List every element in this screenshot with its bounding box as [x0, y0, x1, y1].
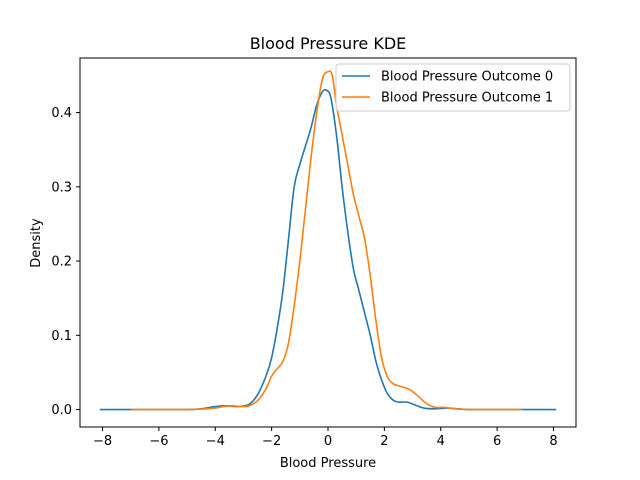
x-tick-label: −6 [149, 434, 168, 449]
legend-label-outcome-0: Blood Pressure Outcome 0 [381, 70, 553, 85]
series-layer [99, 70, 557, 411]
x-tick-label: −4 [206, 434, 225, 449]
y-tick-label: 0.1 [51, 329, 72, 344]
y-axis-label: Density [29, 218, 44, 268]
y-tick-label: 0.2 [51, 255, 72, 270]
x-tick-label: 2 [380, 434, 388, 449]
y-axis-ticks: 0.0 0.1 0.2 0.3 0.4 [51, 106, 80, 418]
x-tick-label: 4 [437, 434, 445, 449]
x-axis-label: Blood Pressure [280, 456, 376, 471]
chart-title: Blood Pressure KDE [250, 34, 407, 53]
x-tick-label: 6 [493, 434, 501, 449]
series-line-outcome-1 [130, 70, 523, 411]
legend-box [335, 63, 571, 112]
legend-label-outcome-1: Blood Pressure Outcome 1 [381, 91, 553, 106]
x-axis-ticks: −8 −6 −4 −2 0 2 4 6 8 [93, 427, 558, 449]
x-tick-label: −8 [93, 434, 112, 449]
legend: Blood Pressure Outcome 0 Blood Pressure O… [335, 63, 571, 112]
y-tick-label: 0.3 [51, 180, 72, 195]
x-tick-label: −2 [262, 434, 281, 449]
x-tick-label: 8 [549, 434, 557, 449]
series-line-outcome-0 [99, 88, 557, 411]
y-tick-label: 0.4 [51, 106, 72, 121]
y-tick-label: 0.0 [51, 403, 72, 418]
x-tick-label: 0 [324, 434, 332, 449]
